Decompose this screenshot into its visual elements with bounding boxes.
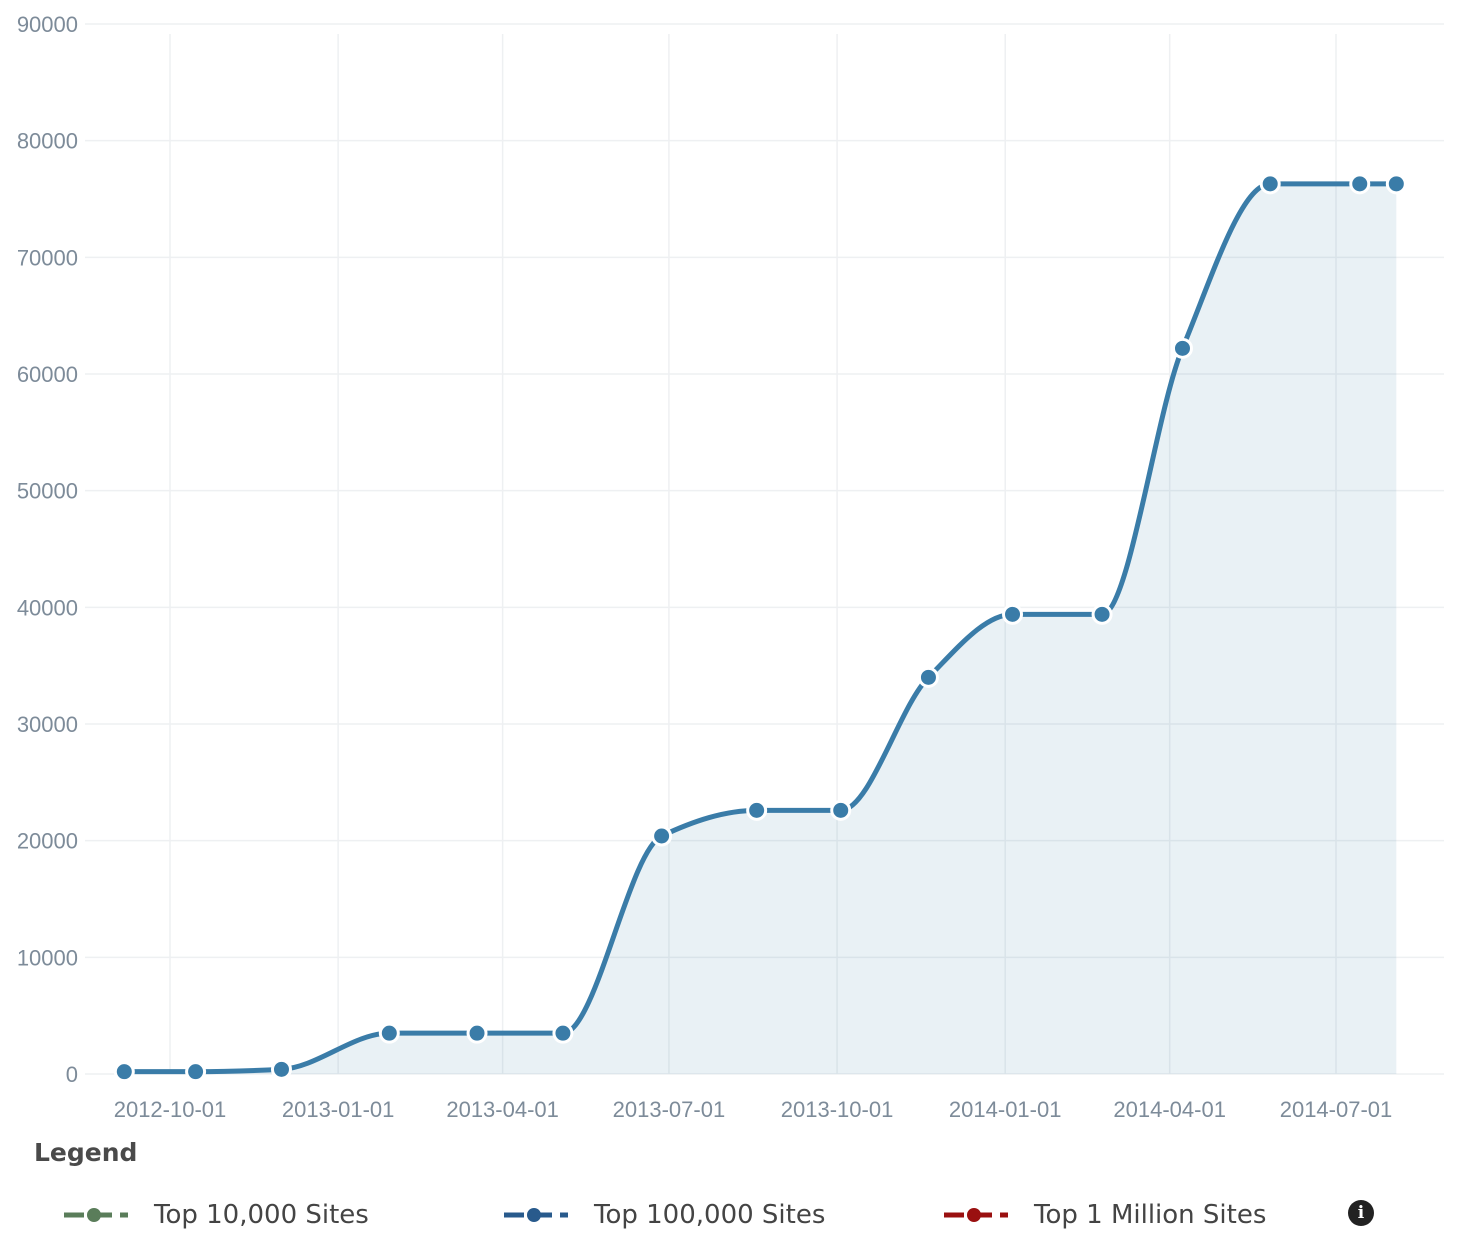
- data-point: [1002, 603, 1024, 625]
- x-tick-label: 2014-04-01: [1113, 1097, 1226, 1122]
- grid-layer: [85, 23, 1444, 1075]
- legend-swatch-top-1-million: [944, 1208, 1008, 1222]
- legend-title: Legend: [34, 1138, 138, 1167]
- y-tick-label: 90000: [17, 12, 78, 37]
- data-point: [1171, 337, 1193, 359]
- data-point: [185, 1061, 207, 1083]
- info-icon[interactable]: i: [1348, 1200, 1374, 1226]
- y-tick-label: 20000: [17, 829, 78, 854]
- chart: 0 10000 20000 30000 40000 50000 60000 70000 8000…: [17, 12, 1444, 1122]
- data-point: [1349, 173, 1371, 195]
- legend-swatch-top-10000: [64, 1208, 128, 1222]
- data-point: [917, 666, 939, 688]
- data-point: [651, 825, 673, 847]
- x-tick-label: 2013-01-01: [282, 1097, 395, 1122]
- y-tick-label: 80000: [17, 129, 78, 154]
- data-point: [552, 1022, 574, 1044]
- legend-item-top-100000[interactable]: Top 100,000 Sites: [504, 1196, 825, 1234]
- y-tick-label: 50000: [17, 479, 78, 504]
- data-point: [1091, 603, 1113, 625]
- y-axis-ticks: 0 10000 20000 30000 40000 50000 60000 70000 8000…: [17, 12, 78, 1087]
- legend-label-top-1-million: Top 1 Million Sites: [1034, 1200, 1267, 1230]
- data-point: [113, 1061, 135, 1083]
- y-tick-label: 0: [66, 1062, 78, 1087]
- series-area: [124, 183, 1397, 1075]
- y-tick-label: 70000: [17, 245, 78, 270]
- data-point: [746, 799, 768, 821]
- data-point: [466, 1022, 488, 1044]
- x-tick-label: 2013-07-01: [613, 1097, 726, 1122]
- legend-label-top-100000: Top 100,000 Sites: [594, 1200, 826, 1230]
- data-point: [1259, 173, 1281, 195]
- y-tick-label: 10000: [17, 945, 78, 970]
- x-tick-label: 2014-01-01: [949, 1097, 1062, 1122]
- y-tick-label: 60000: [17, 362, 78, 387]
- legend-item-top-10000[interactable]: Top 10,000 Sites: [64, 1196, 369, 1234]
- y-tick-label: 30000: [17, 712, 78, 737]
- x-tick-label: 2013-10-01: [781, 1097, 894, 1122]
- x-axis-ticks: 2012-10-01 2013-01-01 2013-04-01 2013-07-01…: [114, 1097, 1393, 1122]
- x-tick-label: 2014-07-01: [1280, 1097, 1393, 1122]
- data-point: [830, 799, 852, 821]
- x-tick-label: 2013-04-01: [446, 1097, 559, 1122]
- legend-item-top-1-million[interactable]: Top 1 Million Sites: [944, 1196, 1266, 1234]
- legend-swatch-top-100000: [504, 1208, 568, 1222]
- data-point: [270, 1058, 292, 1080]
- x-tick-label: 2012-10-01: [114, 1097, 227, 1122]
- area-layer: [124, 183, 1397, 1075]
- legend-label-top-10000: Top 10,000 Sites: [154, 1200, 369, 1230]
- data-point: [1385, 173, 1407, 195]
- point-layer: [113, 173, 1407, 1083]
- data-point: [378, 1022, 400, 1044]
- y-tick-label: 40000: [17, 595, 78, 620]
